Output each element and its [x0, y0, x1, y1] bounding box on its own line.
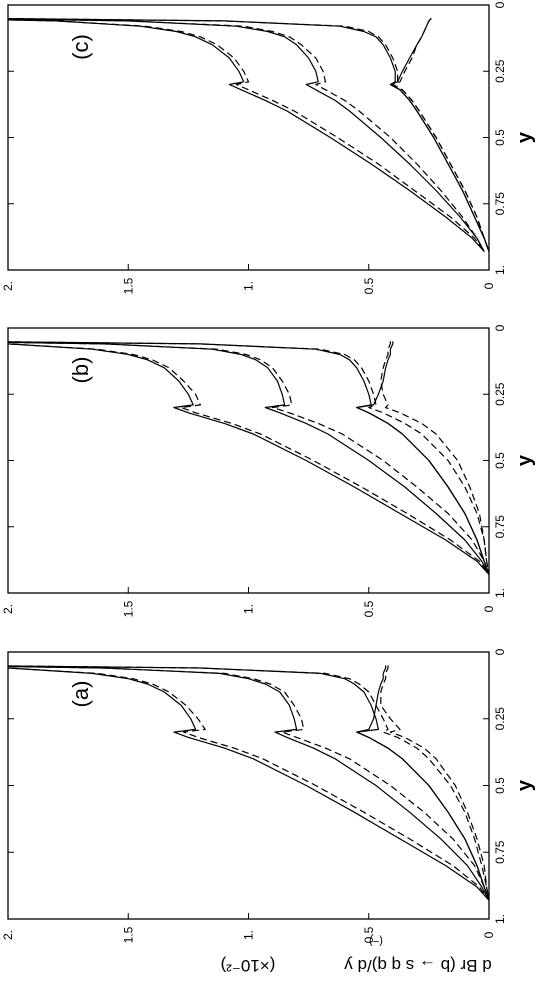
y-tick-label: 0 [482, 931, 496, 938]
y-tick-label: 1. [242, 604, 256, 614]
y-tick-label: 0.5 [362, 926, 376, 943]
y-axis-label-bars: (−) [369, 935, 383, 947]
y-tick-label: 0.5 [362, 277, 376, 294]
series-line-3-solid [8, 341, 489, 575]
x-axis-label: y [514, 131, 536, 143]
y-tick-label: 1. [242, 281, 256, 291]
panels: 0 0.25 0.5 0.75 1. 0 0.5 1. 1.5 2. y (a) 0 0.25 0.5 0.7… [1, 1, 536, 943]
series-line-4-dashed [8, 665, 489, 901]
series-line-8-dashed [392, 17, 489, 252]
y-tick-label: 0 [482, 282, 496, 289]
series-line-4-dashed [8, 18, 485, 252]
y-tick-label: 0.5 [362, 600, 376, 617]
series-line-2-dashed [8, 667, 489, 901]
x-tick-label: 0 [493, 648, 507, 655]
y-tick-label: 2. [1, 281, 15, 291]
series-line-1-solid [8, 667, 489, 901]
x-tick-label: 0.25 [493, 59, 507, 83]
series-group [8, 17, 489, 252]
y-tick-label: 2. [1, 604, 15, 614]
series-line-2-dashed [8, 19, 485, 252]
y-tick-label: 1.5 [121, 926, 135, 943]
series-line-1-solid [8, 19, 485, 252]
x-axis-label: y [514, 779, 536, 791]
x-tick-label: 0 [493, 324, 507, 331]
y-axis-label: d Br (b → s q q)/d y (×10⁻²) (−) [221, 935, 492, 975]
series-line-8-dashed [380, 341, 489, 575]
y-tick-label: 1. [242, 930, 256, 940]
series-group [8, 341, 489, 575]
y-tick-label: 1.5 [121, 600, 135, 617]
series-line-8-dashed [380, 665, 489, 901]
x-tick-label: 0.75 [493, 515, 507, 539]
panel-b: 0 0.25 0.5 0.75 1. 0 0.5 1. 1.5 2. y (b) [1, 324, 536, 617]
series-line-3-solid [8, 18, 485, 252]
y-tick-label: 0 [482, 605, 496, 612]
y-axis-label-scale: (×10⁻²) [221, 956, 276, 975]
x-tick-label: 1. [493, 914, 507, 924]
x-tick-label: 0.25 [493, 707, 507, 731]
x-axis-label: y [514, 454, 536, 466]
x-tick-label: 0.5 [493, 129, 507, 146]
x-tick-label: 1. [493, 265, 507, 275]
panel-label: (b) [68, 357, 93, 384]
panel-c: 0 0.25 0.5 0.75 1. 0 0.5 1. 1.5 2. y (c) [1, 1, 536, 294]
panel-label: (a) [68, 681, 93, 708]
x-tick-label: 0.75 [493, 840, 507, 864]
series-line-6-dashed [8, 341, 489, 575]
y-tick-label: 2. [1, 930, 15, 940]
series-line-7-solid [356, 341, 489, 575]
series-line-7-solid [356, 665, 489, 901]
x-tick-label: 0.25 [493, 382, 507, 406]
x-tick-label: 0.5 [493, 452, 507, 469]
series-line-7-solid [389, 17, 489, 252]
panel-a: 0 0.25 0.5 0.75 1. 0 0.5 1. 1.5 2. y (a) [1, 648, 536, 943]
series-group [8, 665, 489, 901]
x-tick-label: 1. [493, 588, 507, 598]
panel-label: (c) [68, 34, 93, 60]
series-line-4-dashed [8, 341, 489, 575]
x-tick-label: 0.5 [493, 777, 507, 794]
x-tick-label: 0 [493, 1, 507, 8]
series-line-2-dashed [8, 343, 489, 575]
x-tick-label: 0.75 [493, 192, 507, 216]
series-line-1-solid [8, 343, 489, 575]
y-axis-label-main: d Br (b → s q q)/d y [344, 956, 492, 975]
series-line-6-dashed [8, 665, 489, 901]
series-line-3-solid [8, 665, 489, 901]
y-tick-label: 1.5 [121, 277, 135, 294]
